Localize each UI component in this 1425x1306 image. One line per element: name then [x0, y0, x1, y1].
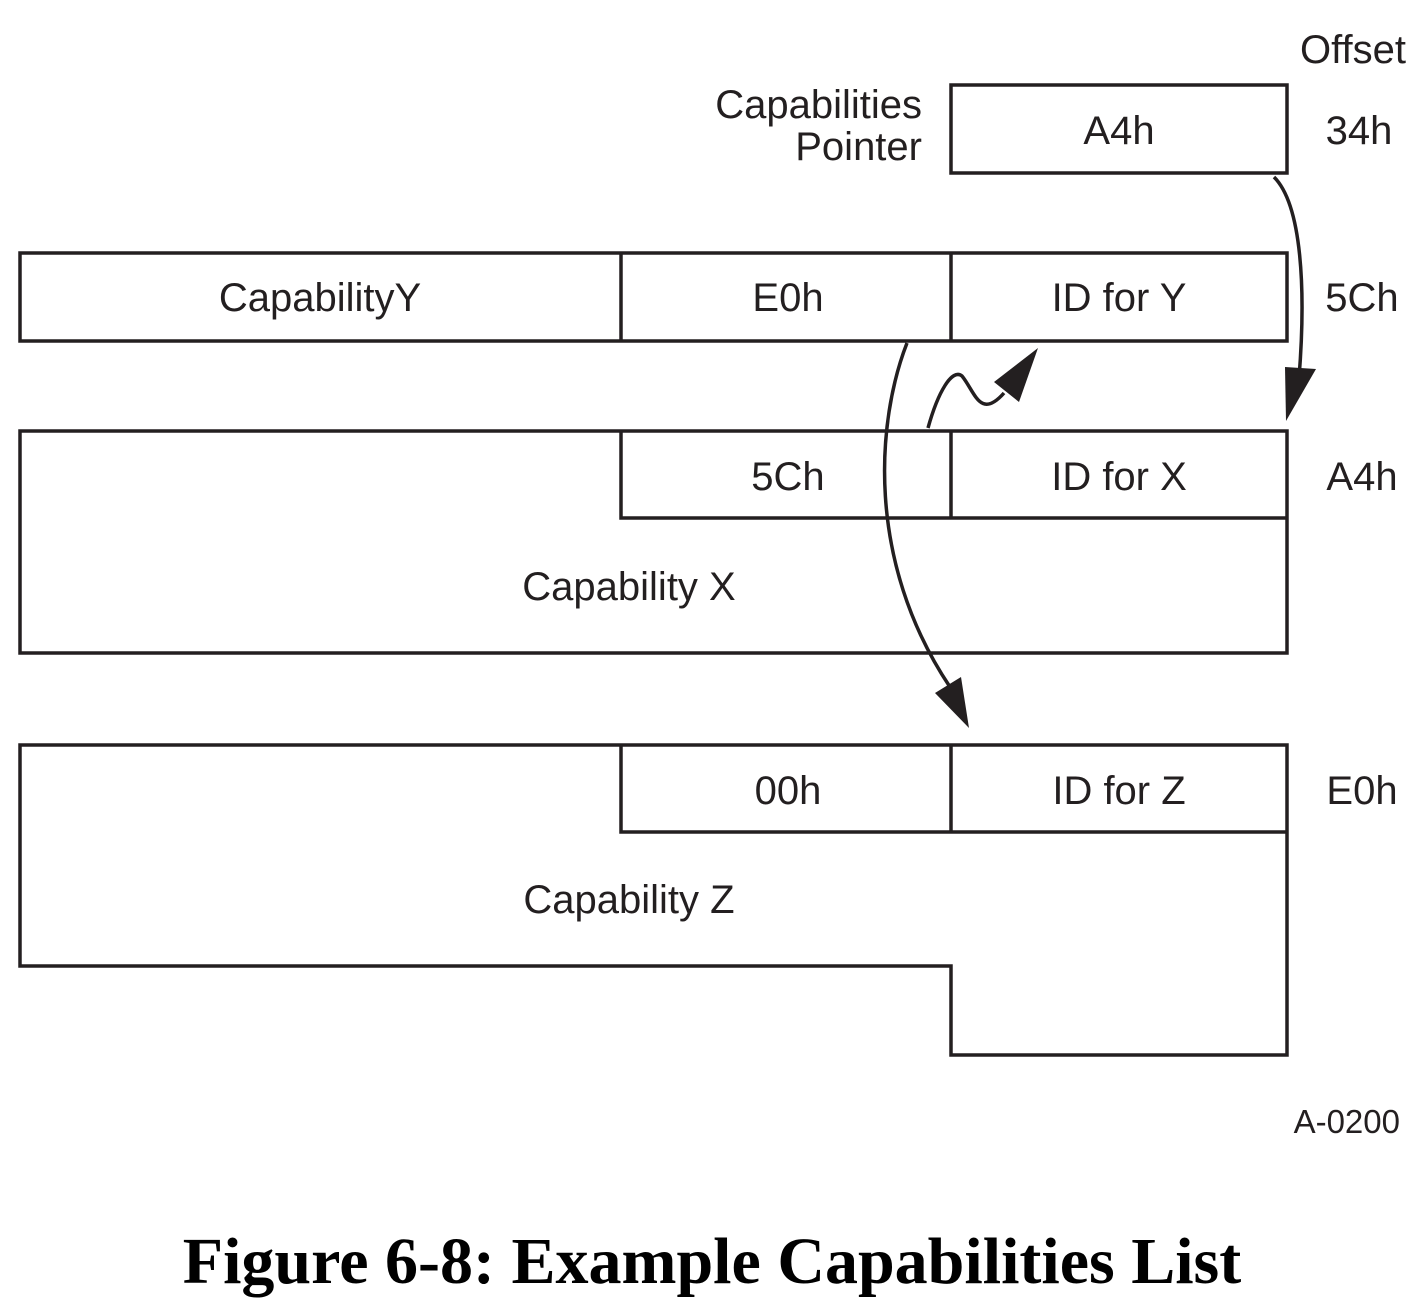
capability-y-box	[18, 251, 1289, 343]
capability-y-offset: 5Ch	[1325, 276, 1398, 320]
offset-column-header: Offset	[1300, 28, 1406, 72]
arrow-capability-y-to-capability-z	[882, 342, 952, 688]
arrow-pointer-to-capability-x	[1272, 175, 1304, 379]
capability-x-header-outline	[619, 431, 1287, 520]
arrow-capability-y-to-capability-z-head	[935, 677, 969, 728]
capability-x-id: ID for X	[1051, 455, 1187, 499]
capabilities-pointer-value: A4h	[1083, 109, 1154, 153]
capability-z-box	[18, 743, 1289, 1057]
capabilities-pointer-label-line1: Capabilities	[715, 83, 922, 127]
arrow-capability-x-to-capability-y-head	[994, 348, 1038, 402]
figure-code: A-0200	[1294, 1103, 1400, 1140]
capability-x-next-pointer: 5Ch	[751, 455, 824, 499]
capability-z-header-outline	[619, 745, 1287, 834]
capability-z-next-pointer: 00h	[755, 769, 822, 813]
capability-y-id: ID for Y	[1052, 276, 1187, 320]
figure-caption: Figure 6-8: Example Capabilities List	[183, 1225, 1241, 1298]
capability-y-body-label: CapabilityY	[219, 276, 421, 320]
capability-z-body-label: Capability Z	[523, 878, 734, 922]
capabilities-pointer-label-line2: Pointer	[795, 125, 922, 169]
capabilities-pointer-box	[949, 83, 1289, 175]
capability-x-box	[18, 429, 1289, 655]
capability-z-offset: E0h	[1326, 769, 1397, 813]
capability-z-id: ID for Z	[1052, 769, 1185, 813]
arrow-capability-x-to-capability-y	[926, 372, 1006, 429]
capability-x-offset: A4h	[1326, 455, 1397, 499]
capability-x-body-label: Capability X	[522, 565, 735, 609]
capability-y-next-pointer: E0h	[752, 276, 823, 320]
capabilities-pointer-offset: 34h	[1326, 109, 1393, 153]
arrow-pointer-to-capability-x-head	[1285, 367, 1316, 421]
